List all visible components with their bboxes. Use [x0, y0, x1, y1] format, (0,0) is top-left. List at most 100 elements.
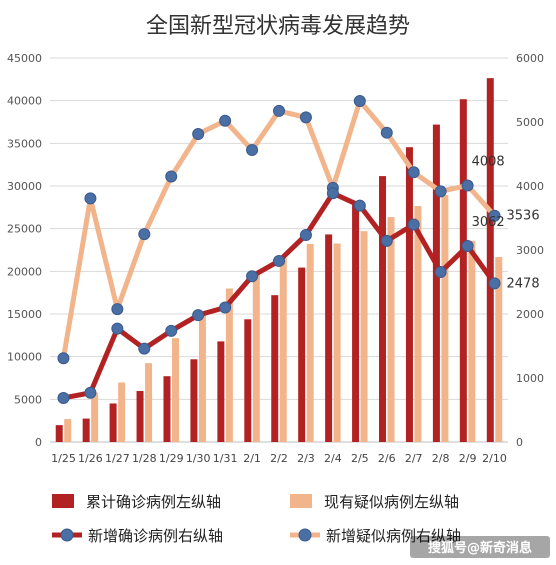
bar-cumulative-confirmed: [432, 124, 440, 443]
legend: 累计确诊病例左纵轴 现有疑似病例左纵轴 新增确诊病例右纵轴 新增疑似病例右纵轴: [52, 493, 461, 545]
point-new-suspected: [434, 185, 447, 198]
left-axis-ticks: 0 5000 10000 15000 20000 25000 30000 35000 40000…: [7, 52, 42, 449]
bar-current-suspected: [145, 363, 153, 442]
bar-current-suspected: [468, 240, 476, 442]
point-new-confirmed: [84, 386, 97, 399]
point-new-suspected: [461, 179, 474, 192]
point-new-suspected: [192, 128, 205, 141]
x-tick-label: 2/7: [405, 452, 423, 465]
bar-current-suspected: [252, 275, 260, 442]
watermark-text: 搜狐号@新奇消息: [428, 540, 532, 556]
left-tick-label: 10000: [7, 351, 42, 364]
x-tick-label: 2/5: [351, 452, 369, 465]
point-new-suspected: [380, 126, 393, 139]
bar-current-suspected: [333, 243, 341, 442]
bar-cumulative-confirmed: [325, 234, 333, 442]
point-new-confirmed: [246, 270, 259, 283]
left-tick-label: 30000: [7, 180, 42, 193]
watermark: 搜狐号@新奇消息: [410, 536, 550, 558]
bar-cumulative-confirmed: [486, 78, 494, 442]
left-tick-label: 45000: [7, 52, 42, 65]
bar-cumulative-confirmed: [379, 176, 387, 442]
point-new-confirmed: [57, 391, 70, 404]
bar-current-suspected: [118, 382, 126, 442]
point-new-confirmed: [380, 234, 393, 247]
legend-label-new-confirmed: 新增确诊病例右纵轴: [88, 527, 223, 545]
legend-swatch-current-suspected: [290, 494, 312, 508]
bar-cumulative-confirmed: [190, 359, 198, 442]
bar-cumulative-confirmed: [109, 403, 117, 442]
x-tick-label: 1/31: [213, 452, 238, 465]
right-tick-label: 5000: [516, 116, 544, 129]
bar-current-suspected: [441, 195, 449, 442]
bar-cumulative-confirmed: [352, 202, 360, 442]
point-new-confirmed: [461, 240, 474, 253]
right-tick-label: 1000: [516, 372, 544, 385]
point-new-confirmed: [488, 277, 501, 290]
x-tick-label: 1/25: [51, 452, 76, 465]
bar-current-suspected: [414, 205, 422, 442]
bar-cumulative-confirmed: [244, 319, 252, 442]
bars: [55, 78, 503, 443]
point-new-confirmed: [299, 228, 312, 241]
data-label: 4008: [472, 154, 505, 169]
right-tick-label: 4000: [516, 180, 544, 193]
bar-cumulative-confirmed: [298, 267, 306, 442]
right-tick-label: 2000: [516, 308, 544, 321]
x-tick-label: 2/1: [243, 452, 261, 465]
right-tick-label: 6000: [516, 52, 544, 65]
gridlines: [50, 57, 508, 443]
x-tick-label: 2/3: [297, 452, 315, 465]
left-tick-label: 20000: [7, 265, 42, 278]
chart-title: 全国新型冠状病毒发展趋势: [146, 14, 410, 39]
bar-current-suspected: [387, 217, 395, 442]
bar-cumulative-confirmed: [55, 425, 63, 442]
bar-cumulative-confirmed: [82, 418, 90, 442]
x-tick-label: 2/2: [270, 452, 288, 465]
x-tick-label: 2/6: [378, 452, 396, 465]
point-new-suspected: [488, 209, 501, 222]
x-tick-label: 1/27: [105, 452, 130, 465]
x-axis-ticks: 1/25 1/26 1/27 1/28 1/29 1/30 1/31 2/1 2/2 2/3 2/4…: [51, 452, 507, 465]
right-axis-ticks: 0 1000 2000 3000 4000 5000 6000: [516, 52, 544, 449]
bar-current-suspected: [91, 392, 99, 442]
point-new-suspected: [84, 192, 97, 205]
point-new-confirmed: [219, 301, 232, 314]
point-new-suspected: [273, 104, 285, 117]
point-new-suspected: [57, 352, 70, 365]
bar-current-suspected: [495, 257, 503, 442]
legend-label-cumulative-confirmed: 累计确诊病例左纵轴: [86, 493, 221, 511]
data-label: 3536: [507, 209, 540, 224]
bar-current-suspected: [360, 231, 368, 442]
legend-swatch-cumulative-confirmed: [52, 494, 74, 508]
right-tick-label: 3000: [516, 244, 544, 257]
point-new-confirmed: [326, 187, 339, 200]
points: [57, 95, 501, 404]
point-new-confirmed: [407, 218, 420, 231]
point-new-suspected: [407, 166, 420, 179]
bar-cumulative-confirmed: [459, 99, 467, 443]
left-tick-label: 40000: [7, 95, 42, 108]
bar-current-suspected: [198, 311, 206, 442]
bar-current-suspected: [64, 419, 72, 442]
watermark-backdrop: [410, 536, 550, 558]
point-new-suspected: [299, 111, 312, 124]
point-new-confirmed: [434, 266, 447, 279]
left-tick-label: 35000: [7, 137, 42, 150]
x-tick-label: 2/4: [324, 452, 342, 465]
left-tick-label: 25000: [7, 223, 42, 236]
point-new-suspected: [219, 114, 232, 127]
right-tick-label: 0: [516, 436, 523, 449]
data-label: 2478: [507, 276, 540, 291]
left-tick-label: 15000: [7, 308, 42, 321]
x-tick-label: 1/29: [159, 452, 184, 465]
legend-label-current-suspected: 现有疑似病例左纵轴: [324, 493, 459, 511]
x-tick-label: 1/28: [132, 452, 157, 465]
bar-current-suspected: [225, 288, 233, 442]
bar-cumulative-confirmed: [136, 391, 144, 442]
point-new-suspected: [138, 228, 151, 241]
x-tick-label: 1/26: [78, 452, 103, 465]
point-new-confirmed: [353, 199, 366, 212]
